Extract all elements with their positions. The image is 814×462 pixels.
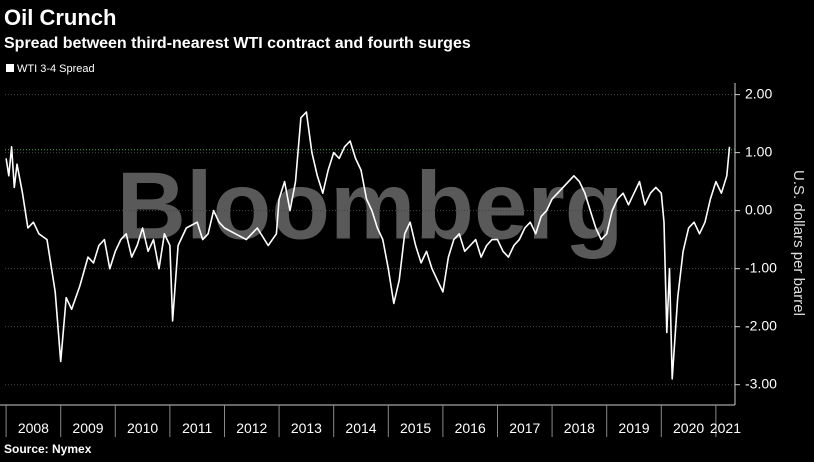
legend-swatch xyxy=(6,64,14,72)
x-tick-label: 2021 xyxy=(710,420,741,436)
y-tick-label: -1.00 xyxy=(745,259,777,275)
y-tick-label: -3.00 xyxy=(745,375,777,391)
x-tick-label: 2016 xyxy=(455,420,486,436)
x-tick-label: 2009 xyxy=(72,420,103,436)
source: Source: Nymex xyxy=(4,442,92,456)
chart-title: Oil Crunch xyxy=(4,5,116,30)
x-tick-label: 2008 xyxy=(18,420,49,436)
y-axis-label: U.S. dollars per barrel xyxy=(790,170,807,316)
x-tick-label: 2019 xyxy=(618,420,649,436)
legend-label: WTI 3-4 Spread xyxy=(17,63,95,75)
y-tick-label: 1.00 xyxy=(745,143,772,159)
chart-subtitle: Spread between third-nearest WTI contrac… xyxy=(4,35,471,52)
x-tick-label: 2017 xyxy=(509,420,540,436)
y-tick-label: 0.00 xyxy=(745,201,772,217)
x-tick-label: 2010 xyxy=(127,420,158,436)
x-tick-label: 2014 xyxy=(345,420,376,436)
y-tick-label: 2.00 xyxy=(745,85,772,101)
y-tick-label: -2.00 xyxy=(745,317,777,333)
x-tick-label: 2020 xyxy=(673,420,704,436)
x-tick-label: 2012 xyxy=(236,420,267,436)
x-tick-label: 2015 xyxy=(400,420,431,436)
x-tick-label: 2018 xyxy=(564,420,595,436)
data-line xyxy=(5,111,731,380)
x-tick-label: 2013 xyxy=(291,420,322,436)
x-tick-label: 2011 xyxy=(182,420,212,436)
